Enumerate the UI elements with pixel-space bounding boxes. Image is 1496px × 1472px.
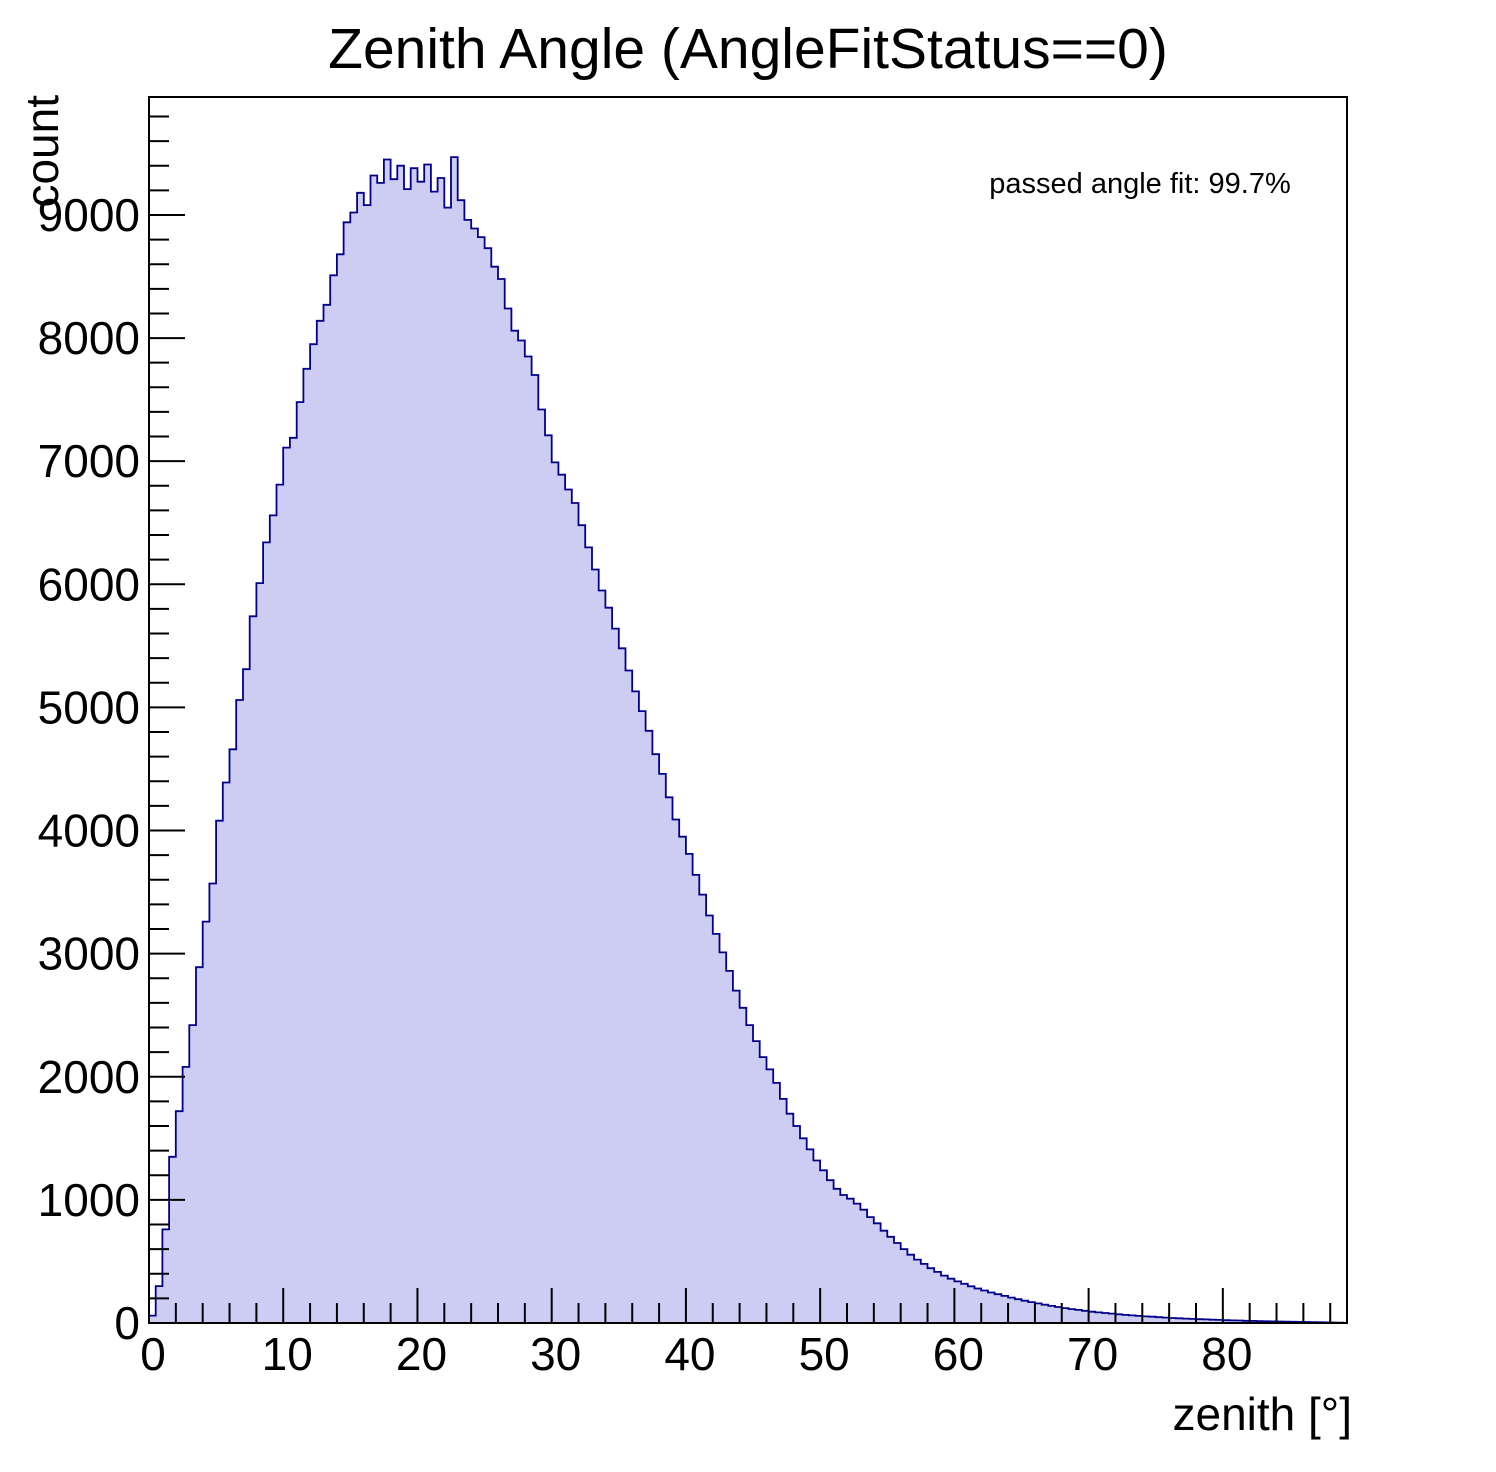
histogram-outline: [148, 156, 1345, 1324]
y-tick-label: 9000: [38, 189, 140, 241]
y-tick-label: 2000: [38, 1051, 140, 1103]
x-tick-label: 10: [262, 1328, 313, 1380]
x-tick-label: 70: [1067, 1328, 1118, 1380]
y-tick-label: 0: [114, 1297, 140, 1349]
y-tick-label: 6000: [38, 558, 140, 610]
y-tick-label: 1000: [38, 1174, 140, 1226]
y-tick-label: 5000: [38, 681, 140, 733]
x-tick-label: 80: [1201, 1328, 1252, 1380]
x-tick-label: 40: [664, 1328, 715, 1380]
y-tick-label: 8000: [38, 312, 140, 364]
y-tick-label: 7000: [38, 435, 140, 487]
x-axis-title: zenith [°]: [1173, 1388, 1353, 1440]
histogram-fill: [149, 157, 1344, 1324]
axis-tick-labels: 0 1000 2000 3000 4000 5000 6000 7000 8000 9000 0 10…: [38, 189, 1253, 1380]
x-tick-label: 30: [530, 1328, 581, 1380]
passed-angle-fit-annotation: passed angle fit: 99.7%: [989, 168, 1290, 200]
plot-frame: [148, 96, 1348, 1324]
x-tick-label: 0: [140, 1328, 166, 1380]
y-axis-title: count: [16, 95, 68, 208]
x-tick-label: 60: [933, 1328, 984, 1380]
plot-title: Zenith Angle (AngleFitStatus==0): [328, 17, 1168, 81]
x-tick-label: 20: [396, 1328, 447, 1380]
axis-ticks: [148, 115, 1332, 1324]
x-tick-label: 50: [799, 1328, 850, 1380]
y-tick-label: 4000: [38, 805, 140, 857]
y-tick-label: 3000: [38, 928, 140, 980]
